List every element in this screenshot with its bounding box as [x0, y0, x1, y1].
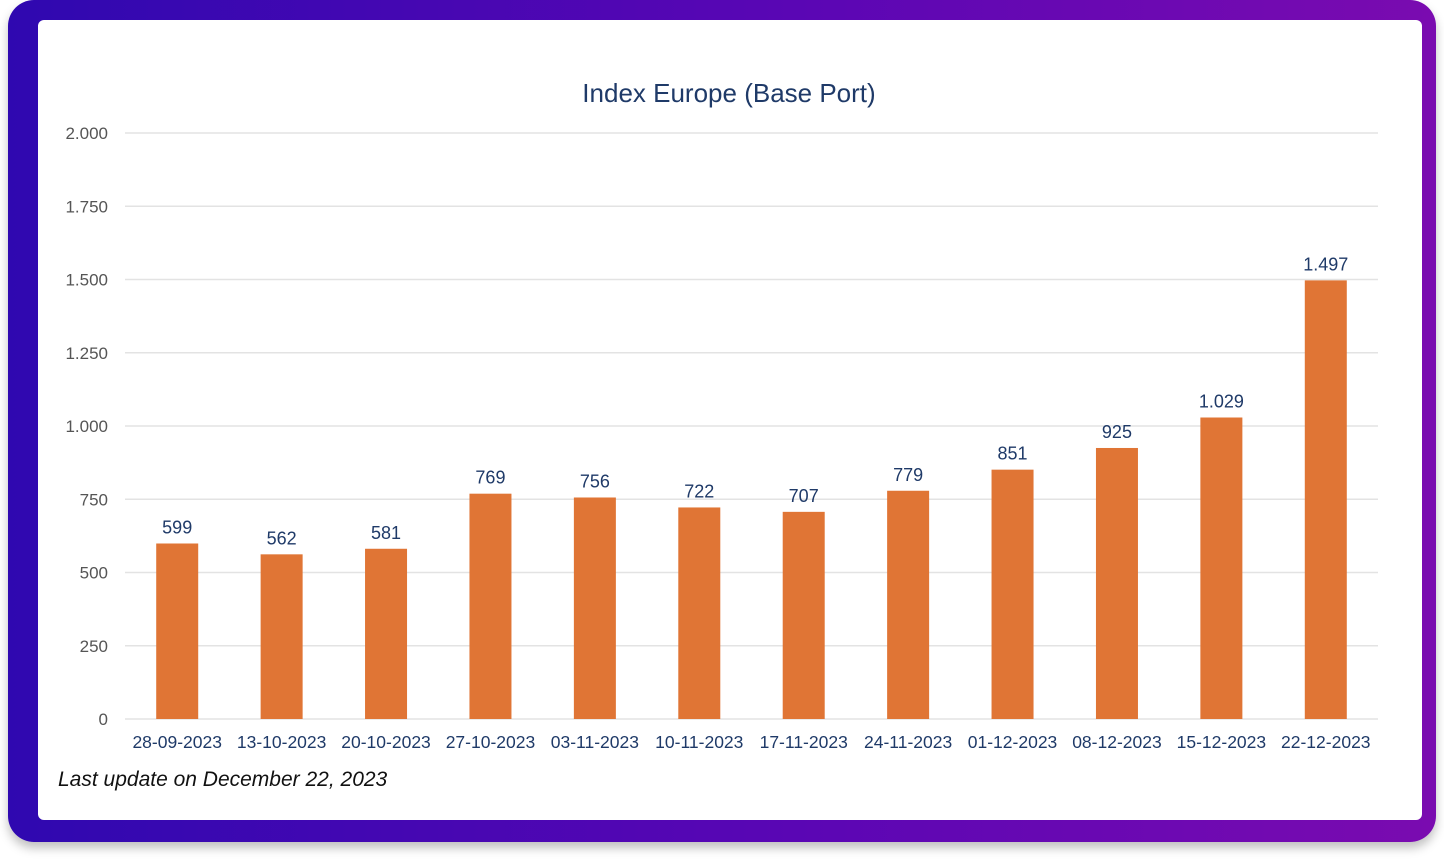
bar — [1095, 447, 1138, 719]
data-label: 599 — [162, 517, 192, 537]
bar — [469, 493, 512, 719]
data-label: 769 — [475, 468, 505, 488]
bar — [1200, 417, 1243, 719]
x-tick-label: 15-12-2023 — [1177, 732, 1267, 752]
chart-card: Index Europe (Base Port) 0 250 500 750 1.000… — [38, 20, 1422, 820]
last-update-note: Last update on December 22, 2023 — [58, 768, 388, 791]
y-tick-label: 2.000 — [65, 124, 108, 143]
gradient-frame: Index Europe (Base Port) 0 250 500 750 1.000… — [8, 0, 1436, 842]
bar — [782, 511, 825, 719]
data-label: 1.029 — [1199, 392, 1244, 412]
x-tick-label: 24-11-2023 — [864, 732, 952, 752]
y-axis-ticks: 0 250 500 750 1.000 1.250 1.500 1.750 2.000 — [65, 124, 108, 729]
bar — [365, 548, 408, 719]
bar — [678, 507, 721, 719]
bar-chart: Index Europe (Base Port) 0 250 500 750 1.000… — [65, 78, 1378, 752]
x-tick-label: 27-10-2023 — [446, 732, 536, 752]
x-tick-label: 17-11-2023 — [760, 732, 848, 752]
x-tick-label: 08-12-2023 — [1072, 732, 1162, 752]
y-tick-label: 1.750 — [65, 197, 108, 216]
x-tick-label: 22-12-2023 — [1281, 732, 1371, 752]
data-label: 1.497 — [1303, 254, 1348, 274]
data-labels: 599 562 581 769 756 722 707 779 851 925 1.029 1.497 — [162, 254, 1348, 548]
y-tick-label: 0 — [99, 710, 108, 729]
bar — [991, 469, 1034, 719]
data-label: 756 — [580, 471, 610, 491]
bar — [1304, 280, 1347, 719]
data-label: 707 — [789, 486, 819, 506]
chart-title: Index Europe (Base Port) — [582, 78, 875, 108]
y-tick-label: 1.250 — [65, 344, 108, 363]
bar — [573, 497, 616, 719]
bars — [156, 280, 1347, 719]
x-tick-label: 28-09-2023 — [132, 732, 222, 752]
y-tick-label: 750 — [80, 490, 108, 509]
x-tick-label: 03-11-2023 — [551, 732, 639, 752]
y-tick-label: 1.000 — [65, 417, 108, 436]
y-tick-label: 1.500 — [65, 271, 108, 290]
y-tick-label: 250 — [80, 637, 108, 656]
gridlines — [125, 132, 1378, 720]
x-tick-label: 20-10-2023 — [341, 732, 431, 752]
bar — [887, 490, 930, 719]
x-tick-label: 10-11-2023 — [655, 732, 743, 752]
data-label: 779 — [893, 465, 923, 485]
data-label: 722 — [684, 481, 714, 501]
bar — [156, 543, 199, 719]
data-label: 562 — [267, 528, 297, 548]
data-label: 925 — [1102, 422, 1132, 442]
data-label: 581 — [371, 523, 401, 543]
x-tick-label: 13-10-2023 — [237, 732, 327, 752]
x-axis-ticks: 28-09-2023 13-10-2023 20-10-2023 27-10-2023… — [132, 732, 1370, 752]
data-label: 851 — [998, 444, 1028, 464]
bar — [260, 554, 303, 719]
x-tick-label: 01-12-2023 — [968, 732, 1058, 752]
y-tick-label: 500 — [80, 564, 108, 583]
